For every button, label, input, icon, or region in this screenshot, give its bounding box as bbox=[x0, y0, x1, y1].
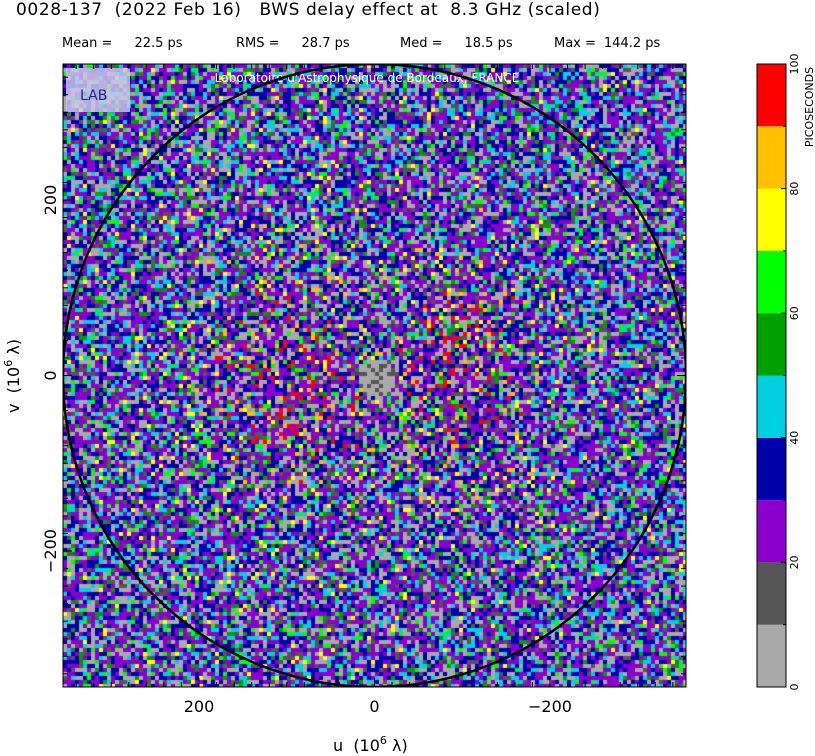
x-tick-label: −200 bbox=[528, 697, 572, 716]
x-axis-label: u (106 λ) bbox=[333, 734, 408, 755]
lab-logo bbox=[66, 68, 130, 112]
y-axis-label: v (106 λ) bbox=[2, 339, 23, 413]
colorbar-bin bbox=[757, 562, 786, 625]
stat-max: Max = 144.2 ps bbox=[554, 36, 661, 51]
colorbar-bin bbox=[757, 500, 786, 563]
colorbar-bin bbox=[757, 437, 786, 501]
delay-heatmap bbox=[63, 64, 686, 687]
lab-logo-text: LAB bbox=[80, 88, 107, 104]
colorbar-bin bbox=[757, 375, 786, 438]
colorbar-tick-label: 60 bbox=[788, 306, 801, 320]
colorbar-tick-label: 100 bbox=[788, 54, 801, 75]
colorbar-bin bbox=[757, 64, 786, 127]
colorbar-tick-label: 0 bbox=[788, 684, 801, 691]
stat-rms: RMS = 28.7 ps bbox=[236, 36, 350, 51]
colorbar-tick-label: 20 bbox=[788, 555, 801, 569]
colorbar-bin bbox=[757, 126, 786, 189]
colorbar-bin bbox=[757, 624, 786, 687]
colorbar-bin bbox=[757, 313, 786, 376]
watermark-text: Laboratoire d'Astrophysique de Bordeaux,… bbox=[215, 71, 520, 85]
colorbar-bin bbox=[757, 188, 786, 251]
axis-ticks: 200 0 −200 200 0 −200 bbox=[41, 64, 686, 716]
colorbar-bin bbox=[757, 250, 786, 314]
chart-title: 0028-137 (2022 Feb 16) BWS delay effect … bbox=[16, 0, 601, 20]
y-tick-label: 0 bbox=[41, 370, 60, 380]
x-tick-label: 200 bbox=[184, 697, 215, 716]
colorbar-tick-label: 40 bbox=[788, 431, 801, 445]
heatmap-image bbox=[63, 64, 686, 687]
x-tick-label: 0 bbox=[369, 697, 379, 716]
y-tick-label: −200 bbox=[41, 529, 60, 573]
stat-mean: Mean = 22.5 ps bbox=[62, 36, 183, 51]
colorbar-label: PICOSECONDS bbox=[803, 67, 815, 147]
y-tick-label: 200 bbox=[41, 185, 60, 216]
colorbar-tick-label: 80 bbox=[788, 182, 801, 196]
stat-median: Med = 18.5 ps bbox=[400, 36, 513, 51]
